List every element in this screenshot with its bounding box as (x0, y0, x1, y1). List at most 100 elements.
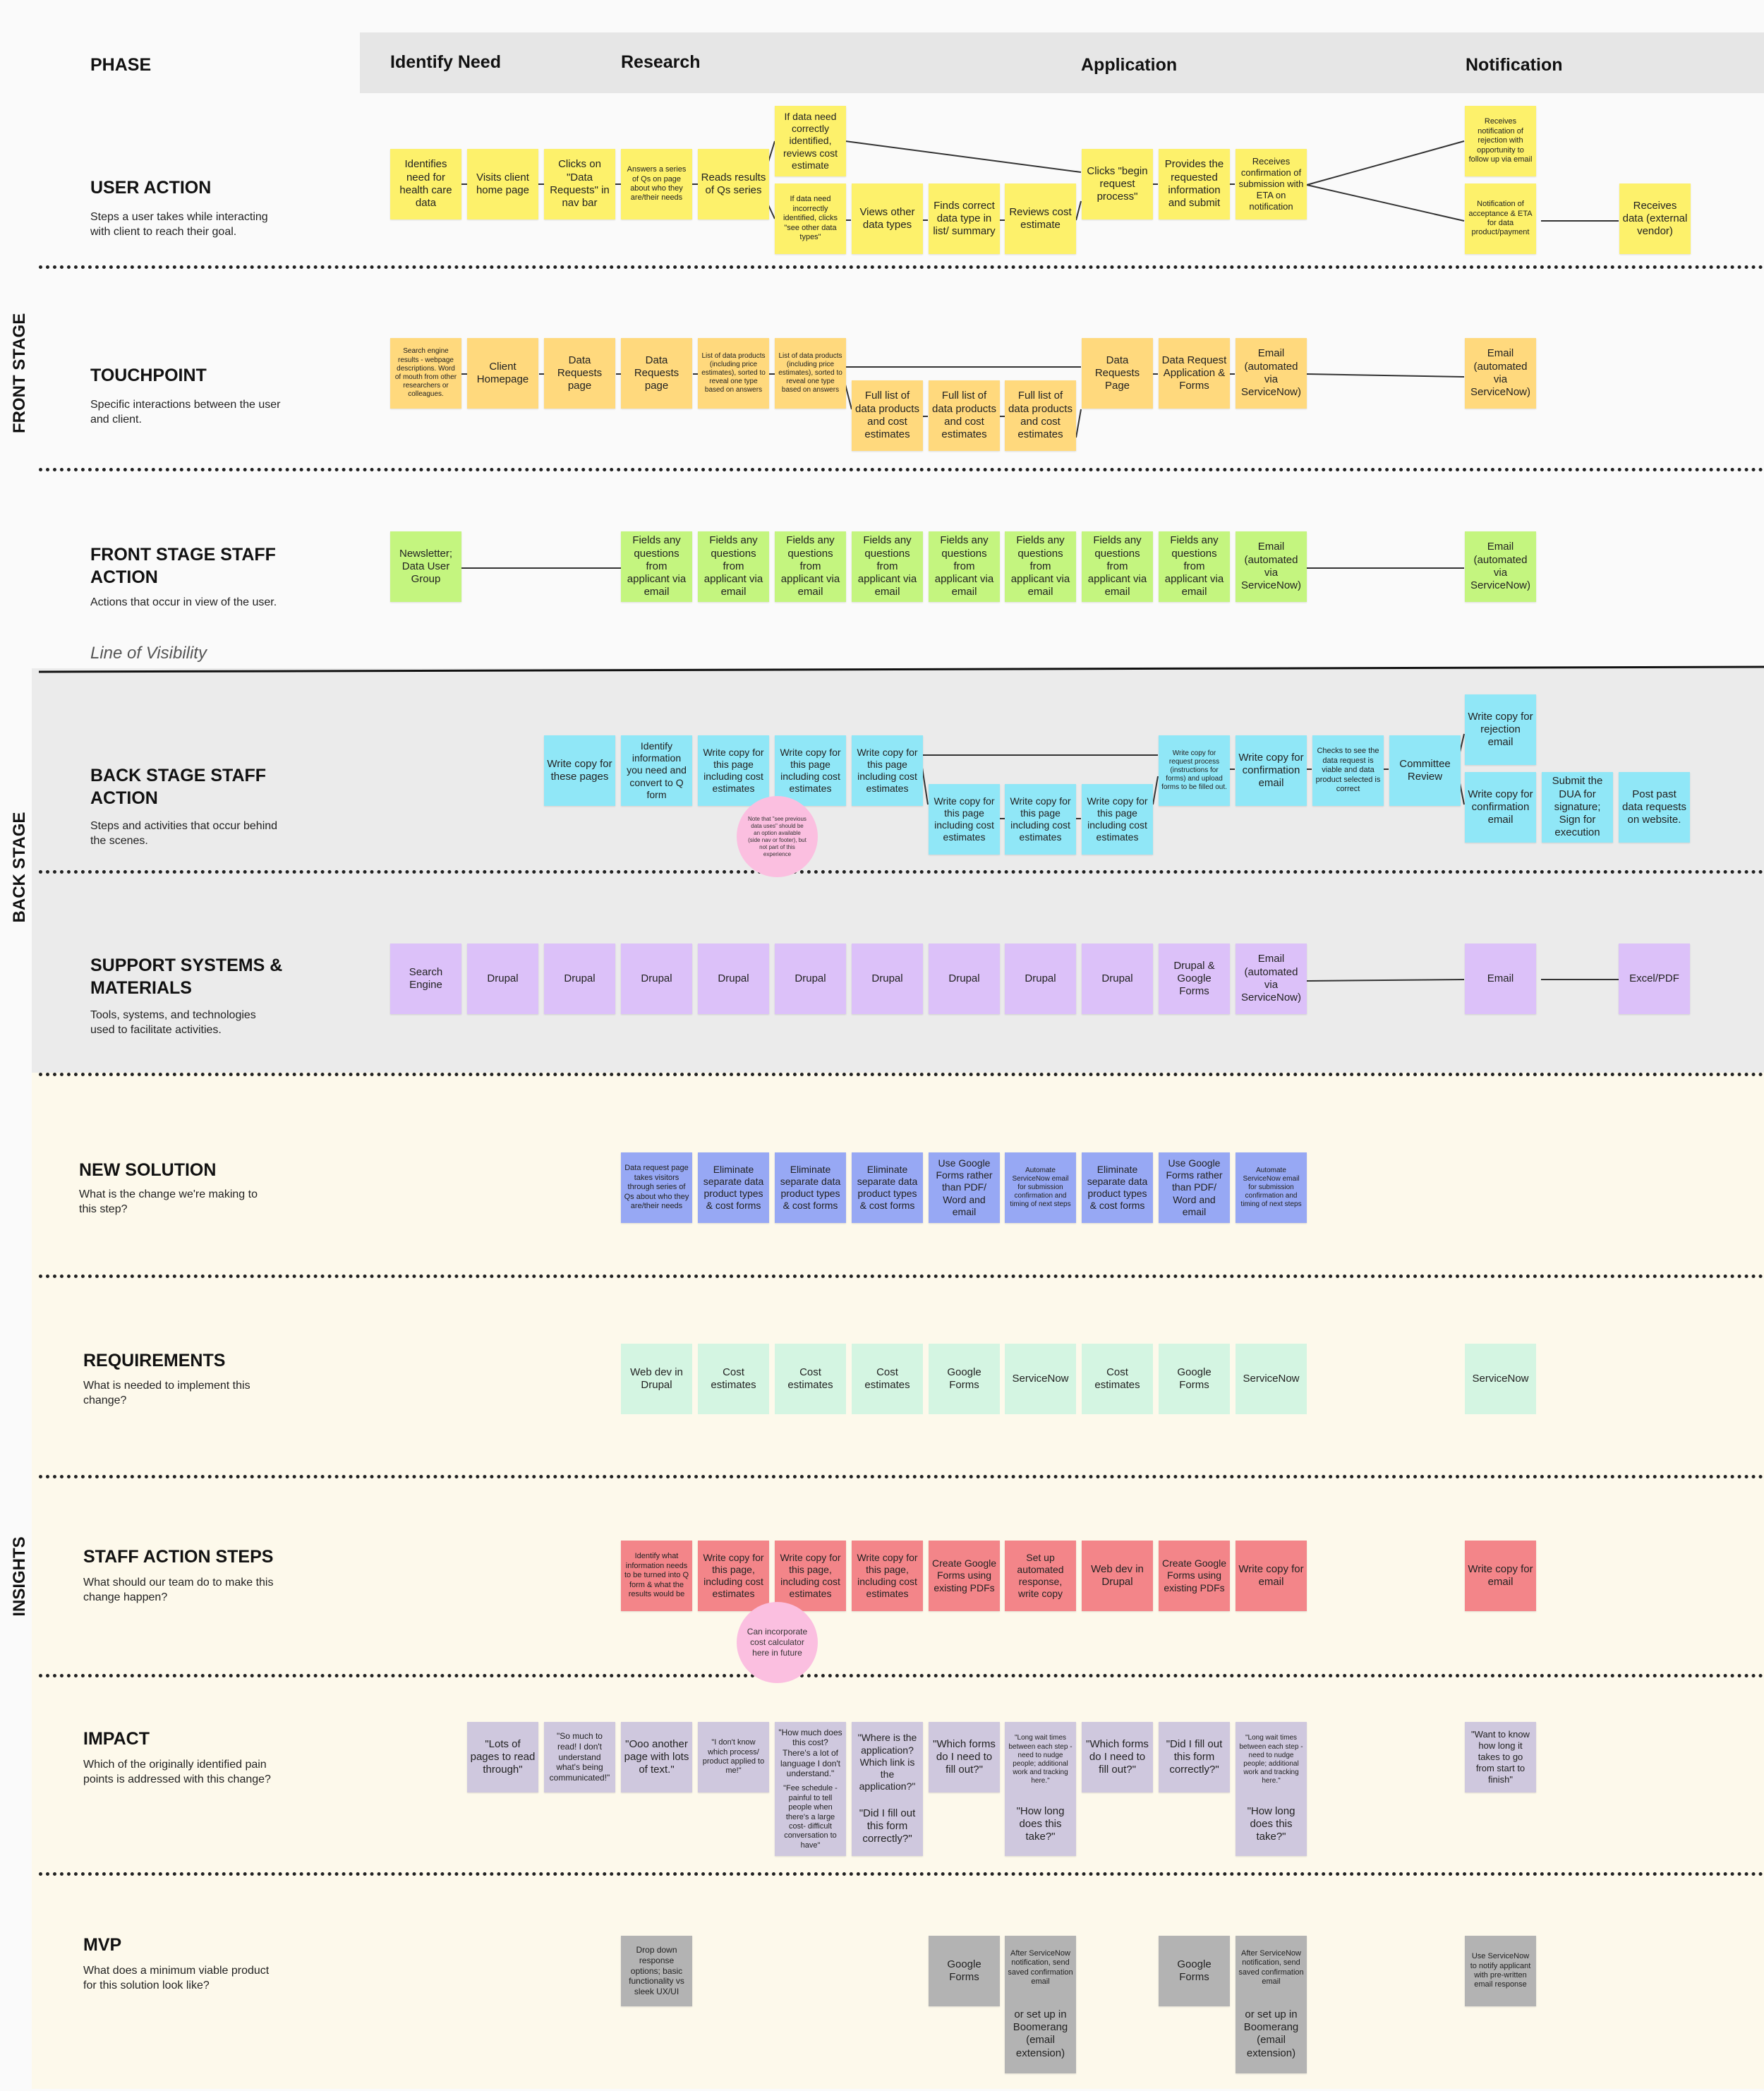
row-title-requirements: REQUIREMENTS (83, 1351, 226, 1370)
phase-research: Research (621, 52, 701, 72)
row-title-touchpoint: TOUCHPOINT (90, 366, 207, 385)
separator-dotted (39, 1674, 1764, 1677)
sticky-note: Write copy for this page, including cost… (852, 1541, 923, 1611)
sticky-note: Clicks on "Data Requests" in nav bar (544, 149, 615, 219)
sticky-note: Write copy for this page, including cost… (775, 1541, 846, 1611)
sticky-note: List of data products (including price e… (775, 338, 846, 409)
sticky-note: Write copy for request process (instruct… (1159, 735, 1230, 806)
row-title-mvp: MVP (83, 1935, 122, 1955)
sticky-note: Newsletter; Data User Group (390, 531, 461, 602)
sticky-note: Email (automated via ServiceNow) (1236, 338, 1307, 409)
sticky-note: Write copy for this page including cost … (852, 735, 923, 806)
sticky-note: Use ServiceNow to notify applicant with … (1465, 1936, 1536, 2006)
sticky-note: Fields any questions from applicant via … (1082, 531, 1153, 602)
sticky-note: Identify information you need and conver… (621, 735, 692, 806)
separator-dotted (39, 870, 1764, 874)
separator-dotted (39, 468, 1764, 471)
sticky-note: Write copy for rejection email (1465, 694, 1536, 765)
impact-quote: "How long does this take?" (1016, 1804, 1065, 1843)
sticky-note: Submit the DUA for signature; Sign for e… (1542, 772, 1613, 843)
sticky-note: List of data products (including price e… (698, 338, 769, 409)
sticky-note: Clicks "begin request process" (1082, 149, 1153, 219)
sticky-note: "I don't know which process/ product app… (698, 1722, 769, 1792)
sticky-note: Finds correct data type in list/ summary (929, 183, 1000, 254)
sticky-note: Cost estimates (698, 1344, 769, 1414)
row-desc-support: Tools, systems, and technologies used to… (90, 1009, 256, 1036)
sticky-note: Full list of data products and cost esti… (852, 380, 923, 451)
sticky-note: Committee Review (1389, 735, 1461, 806)
row-desc-requirements: What is needed to implement this change? (83, 1380, 250, 1406)
sticky-note: Data Requests page (621, 338, 692, 409)
mvp-text: or set up in Boomerang (email extension) (1013, 2008, 1068, 2059)
phase-identify-need: Identify Need (390, 52, 501, 72)
sticky-note: "So much to read! I don't understand wha… (544, 1722, 615, 1792)
sticky-note: Email (1465, 944, 1536, 1014)
sticky-note: Write copy for this page including cost … (929, 784, 1000, 855)
sticky-note: "Long wait times between each step - nee… (1005, 1722, 1076, 1856)
sticky-note: Automate ServiceNow email for submission… (1236, 1152, 1307, 1223)
row-desc-mvp: What does a minimum viable product for t… (83, 1965, 270, 1991)
sticky-note: Use Google Forms rather than PDF/ Word a… (929, 1152, 1000, 1223)
sticky-note: Reads results of Qs series (698, 149, 769, 219)
sticky-note: Automate ServiceNow email for submission… (1005, 1152, 1076, 1223)
sticky-note: "Where is the application? Which link is… (852, 1722, 923, 1856)
phase-notification: Notification (1466, 55, 1563, 75)
sticky-note: ServiceNow (1236, 1344, 1307, 1414)
sticky-note: If data need incorrectly identified, cli… (775, 183, 846, 254)
sticky-note: Fields any questions from applicant via … (775, 531, 846, 602)
phase-header-bar (360, 32, 1764, 93)
sticky-note: Receives confirmation of submission with… (1236, 149, 1307, 219)
sticky-note: Write copy for this page including cost … (775, 735, 846, 806)
sticky-note: Eliminate separate data product types & … (698, 1152, 769, 1223)
separator-dotted (39, 1475, 1764, 1478)
row-desc-touchpoint: Specific interactions between the user a… (90, 399, 281, 426)
sticky-note: Email (automated via ServiceNow) (1465, 338, 1536, 409)
mvp-text: or set up in Boomerang (email extension) (1243, 2008, 1299, 2059)
sticky-note: Search Engine (390, 944, 461, 1014)
row-desc-front-staff: Actions that occur in view of the user. (90, 596, 277, 608)
row-desc-staff-steps: What should our team do to make this cha… (83, 1577, 274, 1603)
sticky-note: Data Requests Page (1082, 338, 1153, 409)
sticky-note: Eliminate separate data product types & … (775, 1152, 846, 1223)
impact-quote: "Did I fill out this form correctly?" (859, 1807, 916, 1845)
sticky-note: Eliminate separate data product types & … (1082, 1152, 1153, 1223)
impact-quote: "Where is the application? Which link is… (857, 1732, 917, 1792)
sticky-note: Identify what information needs to be tu… (621, 1541, 692, 1611)
separator-dotted (39, 265, 1764, 269)
sticky-note: Write copy for confirmation email (1236, 735, 1307, 806)
sticky-note: Write copy for this page including cost … (1082, 784, 1153, 855)
sticky-note: Checks to see the data request is viable… (1312, 735, 1384, 806)
row-desc-impact: Which of the originally identified pain … (83, 1759, 271, 1785)
note-circle: Can incorporate cost calculator here in … (737, 1602, 818, 1683)
sticky-note: Write copy for email (1236, 1541, 1307, 1611)
sticky-note: Drupal (852, 944, 923, 1014)
sticky-note: After ServiceNow notification, send save… (1236, 1936, 1307, 2073)
sticky-note: Write copy for confirmation email (1465, 772, 1536, 843)
row-title-impact: IMPACT (83, 1729, 150, 1749)
sticky-note: Google Forms (929, 1936, 1000, 2006)
row-title-staff-steps: STAFF ACTION STEPS (83, 1547, 274, 1567)
sticky-note: Drupal (775, 944, 846, 1014)
sticky-note: Fields any questions from applicant via … (929, 531, 1000, 602)
sticky-note: Drupal (544, 944, 615, 1014)
sticky-note: ServiceNow (1005, 1344, 1076, 1414)
sticky-note: Email (automated via ServiceNow) (1465, 531, 1536, 602)
phase-application: Application (1081, 55, 1178, 75)
sticky-note: Full list of data products and cost esti… (929, 380, 1000, 451)
sticky-note: Write copy for this page, including cost… (698, 1541, 769, 1611)
sticky-note: Identifies need for health care data (390, 149, 461, 219)
sticky-note: "Which forms do I need to fill out?" (1082, 1722, 1153, 1792)
sticky-note: Set up automated response, write copy (1005, 1541, 1076, 1611)
row-desc-user-action: Steps a user takes while interacting wit… (90, 211, 268, 238)
row-title-back-staff: BACK STAGE STAFF ACTION (90, 766, 267, 808)
sticky-note: Drupal (1082, 944, 1153, 1014)
sticky-note: Post past data requests on website. (1619, 772, 1690, 843)
impact-quote: "Fee schedule - painful to tell people w… (783, 1784, 838, 1850)
sticky-note: If data need correctly identified, revie… (775, 106, 846, 176)
sticky-note: Data request page takes visitors through… (621, 1152, 692, 1223)
sticky-note: Provides the requested information and s… (1159, 149, 1230, 219)
impact-quote: "Long wait times between each step - nee… (1239, 1734, 1303, 1785)
impact-quote: "How much does this cost? There's a lot … (778, 1727, 842, 1779)
sticky-note: Excel/PDF (1619, 944, 1690, 1014)
